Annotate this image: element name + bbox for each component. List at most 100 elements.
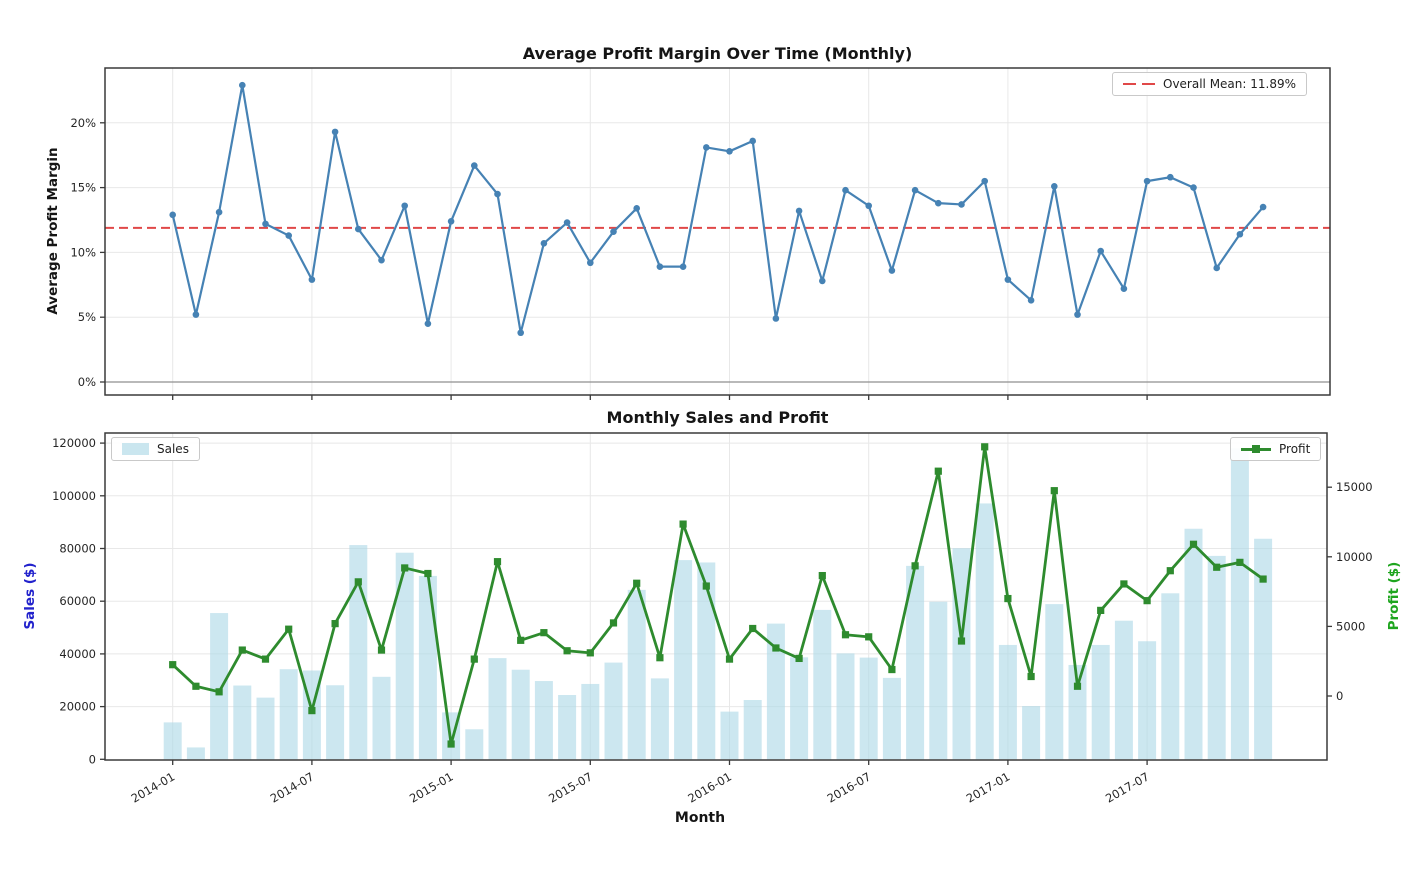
profit-marker <box>1166 567 1174 575</box>
profit-marker <box>215 688 223 696</box>
sales-bar <box>534 681 553 760</box>
green-line-marker-icon <box>1241 444 1271 454</box>
profit-marker <box>679 520 687 528</box>
profit-marker <box>1259 575 1267 583</box>
margin-point <box>795 207 803 215</box>
sales-bar <box>906 565 925 760</box>
sales-bar <box>256 697 275 760</box>
margin-point <box>633 205 640 212</box>
margin-point <box>1097 247 1104 255</box>
margin-point <box>935 199 942 207</box>
margin-point <box>355 225 362 233</box>
profit-marker <box>749 624 757 633</box>
margin-chart-title: Average Profit Margin Over Time (Monthly… <box>522 44 913 63</box>
profit-marker <box>656 654 664 662</box>
sales-bar <box>1161 593 1180 760</box>
profit-marker <box>1073 682 1082 690</box>
margin-point <box>911 186 919 194</box>
profit-marker <box>981 443 989 451</box>
margin-point <box>726 148 733 155</box>
margin-point <box>1167 173 1174 181</box>
sales-bar <box>998 644 1017 760</box>
sales-bar <box>1230 448 1249 760</box>
margin-point <box>563 219 571 226</box>
profit-marker <box>633 579 641 587</box>
profit-line <box>171 445 1264 746</box>
profit-marker <box>911 562 919 570</box>
profit-marker <box>401 564 409 572</box>
profit-marker <box>377 646 386 654</box>
sales-ytick-label: 80000 <box>59 542 96 556</box>
margin-point <box>308 276 316 283</box>
sales-bar <box>581 683 600 760</box>
margin-ytick-label: 15% <box>70 181 96 195</box>
sales-bar <box>1045 604 1064 760</box>
margin-point <box>517 329 524 337</box>
sales-bar <box>279 669 298 760</box>
profit-marker <box>725 655 734 663</box>
sales-ytick-label: 40000 <box>59 647 96 661</box>
margin-point <box>1051 183 1058 190</box>
month-xtick-label: 2015-01 <box>407 769 456 805</box>
sales-ytick-label: 0 <box>89 752 96 766</box>
profit-marker <box>192 682 200 690</box>
margin-point <box>540 240 548 247</box>
sales-bar <box>186 747 205 760</box>
profit-marker <box>1050 487 1058 495</box>
profit-marker <box>493 558 502 566</box>
profit-marker <box>238 646 246 654</box>
profit-marker <box>1213 563 1221 571</box>
sales-ytick-label: 20000 <box>59 700 96 714</box>
margin-point <box>1213 264 1220 272</box>
sales-bar-swatch-icon <box>122 443 149 455</box>
margin-point <box>587 259 594 267</box>
margin-y-axis-label: Average Profit Margin <box>45 147 61 315</box>
profit-marker <box>540 629 548 637</box>
sales-bar <box>395 552 414 760</box>
sales-legend-label: Sales <box>157 442 189 456</box>
sales-ytick-label: 60000 <box>59 594 96 608</box>
margin-point <box>842 186 849 194</box>
profit-marker <box>285 625 293 633</box>
margin-point <box>981 177 988 185</box>
month-xtick-label: 2014-01 <box>129 769 178 805</box>
profit-marker <box>261 655 270 663</box>
margin-point <box>192 311 200 318</box>
profit-marker <box>308 707 316 715</box>
profit-marker <box>1120 580 1128 588</box>
sales-ytick-label: 100000 <box>52 489 96 503</box>
margin-ytick-label: 0% <box>78 375 96 389</box>
margin-line <box>171 84 1264 334</box>
margin-point <box>610 228 617 235</box>
margin-point <box>656 263 664 270</box>
sales-bar <box>1184 528 1203 760</box>
profit-marker <box>865 633 873 641</box>
profit-marker <box>841 631 850 639</box>
sales-bar <box>1022 706 1041 760</box>
profit-ytick-label: 15000 <box>1336 480 1373 494</box>
profit-legend: Profit <box>1230 437 1322 461</box>
profit-marker <box>424 569 432 578</box>
sales-bar <box>674 560 693 760</box>
sales-bar <box>210 613 229 760</box>
margin-point <box>865 202 872 210</box>
profit-marker <box>818 571 826 580</box>
profit-legend-label: Profit <box>1279 442 1311 456</box>
red-dashed-line-icon <box>1123 83 1155 85</box>
sales-bar <box>349 545 368 760</box>
sales-chart-title: Monthly Sales and Profit <box>606 408 829 427</box>
margin-point <box>679 263 687 270</box>
sales-bar <box>1207 555 1226 760</box>
profit-marker <box>1189 540 1198 548</box>
profit-marker <box>586 649 594 657</box>
margin-ytick-label: 20% <box>70 116 96 130</box>
margin-point <box>1190 184 1197 191</box>
margin-point <box>401 202 409 210</box>
margin-point <box>285 232 293 239</box>
sales-bar <box>1254 538 1273 760</box>
mean-legend: Overall Mean: 11.89% <box>1112 72 1308 96</box>
profit-marker <box>1097 606 1105 614</box>
margin-point <box>169 211 176 219</box>
month-xtick-label: 2017-07 <box>1103 769 1152 805</box>
